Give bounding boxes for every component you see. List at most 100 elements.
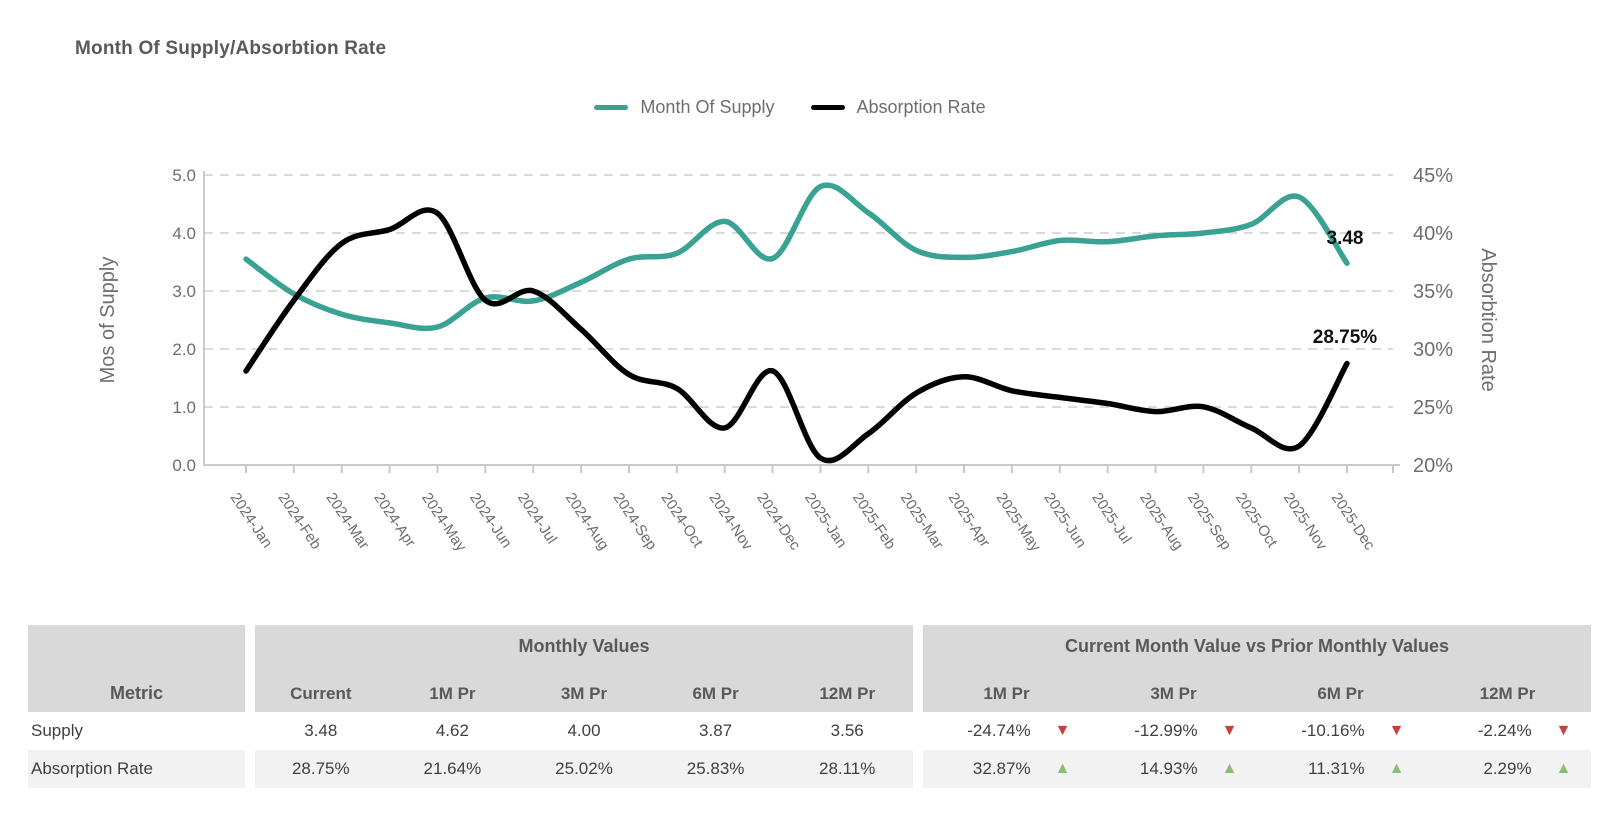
absorption-6m-pr: 25.83% bbox=[649, 750, 782, 788]
svg-text:Mos of Supply: Mos of Supply bbox=[97, 257, 119, 384]
metric-column-block: Metric Supply Absorption Rate bbox=[28, 625, 245, 788]
delta-value: -12.99% bbox=[1134, 721, 1198, 740]
svg-text:2025-Oct: 2025-Oct bbox=[1232, 490, 1281, 551]
supply-1m-pr: 4.62 bbox=[386, 712, 519, 750]
svg-text:2024-Jul: 2024-Jul bbox=[514, 490, 560, 547]
svg-text:2024-May: 2024-May bbox=[418, 490, 470, 555]
teal-line-swatch-icon bbox=[594, 105, 629, 110]
supply-delta-12m: -2.24% ▼ bbox=[1424, 712, 1591, 750]
legend-label: Month Of Supply bbox=[640, 97, 775, 117]
svg-text:0.0: 0.0 bbox=[172, 456, 196, 475]
supply-delta-1m: -24.74% ▼ bbox=[923, 712, 1090, 750]
row-label-absorption-rate: Absorption Rate bbox=[28, 750, 245, 788]
svg-text:45%: 45% bbox=[1413, 165, 1453, 187]
delta-value: -2.24% bbox=[1477, 721, 1532, 740]
delta-value: 32.87% bbox=[972, 759, 1031, 778]
supply-absorption-line-chart: 0.0 1.0 2.0 3.0 4.0 5.0 20% 25% 30% 35% 40% 45% Mos … bbox=[97, 165, 1499, 555]
black-line-swatch-icon bbox=[810, 105, 845, 110]
svg-text:2024-Feb: 2024-Feb bbox=[275, 490, 325, 553]
svg-text:4.0: 4.0 bbox=[172, 224, 196, 243]
svg-text:2024-Oct: 2024-Oct bbox=[658, 490, 707, 551]
svg-text:2025-Dec: 2025-Dec bbox=[1328, 490, 1379, 554]
svg-text:2025-Jun: 2025-Jun bbox=[1040, 490, 1089, 551]
cmp-header-6m-pr: 6M Pr bbox=[1257, 668, 1424, 712]
down-triangle-icon: ▼ bbox=[1221, 722, 1238, 739]
col-header-current: Current bbox=[255, 668, 387, 712]
svg-text:2024-Nov: 2024-Nov bbox=[705, 490, 756, 554]
svg-text:2025-Aug: 2025-Aug bbox=[1136, 490, 1186, 553]
svg-text:20%: 20% bbox=[1413, 455, 1453, 477]
svg-text:40%: 40% bbox=[1413, 223, 1453, 245]
cmp-header-12m-pr: 12M Pr bbox=[1424, 668, 1591, 712]
col-header-1m-pr: 1M Pr bbox=[386, 668, 519, 712]
svg-text:3.0: 3.0 bbox=[172, 282, 196, 301]
absorption-1m-pr: 21.64% bbox=[386, 750, 519, 788]
comparison-block: Current Month Value vs Prior Monthly Val… bbox=[923, 625, 1591, 788]
metrics-table: Metric Supply Absorption Rate Monthly Va… bbox=[28, 625, 1591, 788]
svg-text:2025-Apr: 2025-Apr bbox=[945, 490, 994, 551]
chart-section: 0.0 1.0 2.0 3.0 4.0 5.0 20% 25% 30% 35% 40% 45% Mos … bbox=[0, 38, 1580, 555]
svg-text:2025-Jan: 2025-Jan bbox=[801, 490, 850, 551]
svg-text:2024-Dec: 2024-Dec bbox=[753, 490, 804, 554]
up-triangle-icon: ▲ bbox=[1054, 760, 1071, 777]
down-triangle-icon: ▼ bbox=[1555, 722, 1572, 739]
legend-item-absorption-rate[interactable]: Absorption Rate bbox=[810, 97, 986, 118]
up-triangle-icon: ▲ bbox=[1555, 760, 1572, 777]
svg-text:2025-Sep: 2025-Sep bbox=[1184, 490, 1234, 553]
svg-text:3.48: 3.48 bbox=[1327, 228, 1364, 249]
svg-text:2024-Apr: 2024-Apr bbox=[370, 490, 419, 551]
chart-legend: Month Of Supply Absorption Rate bbox=[0, 97, 1580, 118]
svg-text:2.0: 2.0 bbox=[172, 340, 196, 359]
metric-column-header: Metric bbox=[28, 625, 245, 712]
delta-value: 14.93% bbox=[1139, 759, 1198, 778]
svg-text:2024-Aug: 2024-Aug bbox=[562, 490, 612, 553]
supply-3m-pr: 4.00 bbox=[518, 712, 650, 750]
svg-text:1.0: 1.0 bbox=[172, 398, 196, 417]
supply-12m-pr: 3.56 bbox=[781, 712, 913, 750]
svg-text:2025-Feb: 2025-Feb bbox=[849, 490, 899, 553]
supply-6m-pr: 3.87 bbox=[649, 712, 782, 750]
delta-value: -24.74% bbox=[967, 721, 1031, 740]
svg-text:5.0: 5.0 bbox=[172, 166, 196, 185]
absorption-delta-6m: 11.31% ▲ bbox=[1257, 750, 1424, 788]
supply-current: 3.48 bbox=[255, 712, 387, 750]
svg-text:2024-Jan: 2024-Jan bbox=[227, 490, 276, 551]
monthly-values-block: Monthly Values Current 1M Pr 3M Pr 6M Pr… bbox=[255, 625, 913, 788]
delta-value: 11.31% bbox=[1308, 759, 1365, 778]
svg-text:28.75%: 28.75% bbox=[1313, 327, 1378, 348]
svg-text:2025-Jul: 2025-Jul bbox=[1088, 490, 1134, 547]
legend-label: Absorption Rate bbox=[856, 97, 986, 117]
comparison-group-header: Current Month Value vs Prior Monthly Val… bbox=[923, 625, 1591, 668]
delta-value: 2.29% bbox=[1483, 759, 1532, 778]
svg-text:35%: 35% bbox=[1413, 281, 1453, 303]
svg-text:2024-Mar: 2024-Mar bbox=[322, 490, 372, 553]
supply-delta-3m: -12.99% ▼ bbox=[1090, 712, 1257, 750]
absorption-3m-pr: 25.02% bbox=[518, 750, 650, 788]
chart-title: Month Of Supply/Absorbtion Rate bbox=[75, 38, 387, 59]
absorption-delta-3m: 14.93% ▲ bbox=[1090, 750, 1257, 788]
col-header-12m-pr: 12M Pr bbox=[781, 668, 913, 712]
svg-text:2024-Jun: 2024-Jun bbox=[466, 490, 515, 551]
svg-text:Absorbtion Rate: Absorbtion Rate bbox=[1477, 248, 1499, 391]
down-triangle-icon: ▼ bbox=[1054, 722, 1071, 739]
legend-item-month-of-supply[interactable]: Month Of Supply bbox=[594, 97, 775, 118]
monthly-values-group-header: Monthly Values bbox=[255, 625, 913, 668]
absorption-current: 28.75% bbox=[255, 750, 387, 788]
row-label-supply: Supply bbox=[28, 712, 245, 750]
svg-text:2025-Mar: 2025-Mar bbox=[897, 490, 947, 553]
svg-text:25%: 25% bbox=[1413, 397, 1453, 419]
down-triangle-icon: ▼ bbox=[1388, 722, 1405, 739]
absorption-delta-12m: 2.29% ▲ bbox=[1424, 750, 1591, 788]
svg-text:2025-Nov: 2025-Nov bbox=[1280, 490, 1331, 554]
absorption-delta-1m: 32.87% ▲ bbox=[923, 750, 1090, 788]
cmp-header-1m-pr: 1M Pr bbox=[923, 668, 1090, 712]
svg-text:30%: 30% bbox=[1413, 339, 1453, 361]
up-triangle-icon: ▲ bbox=[1221, 760, 1238, 777]
supply-delta-6m: -10.16% ▼ bbox=[1257, 712, 1424, 750]
svg-text:2024-Sep: 2024-Sep bbox=[610, 490, 660, 553]
absorption-12m-pr: 28.11% bbox=[781, 750, 913, 788]
cmp-header-3m-pr: 3M Pr bbox=[1090, 668, 1257, 712]
svg-text:2025-May: 2025-May bbox=[993, 490, 1045, 555]
delta-value: -10.16% bbox=[1301, 721, 1365, 740]
